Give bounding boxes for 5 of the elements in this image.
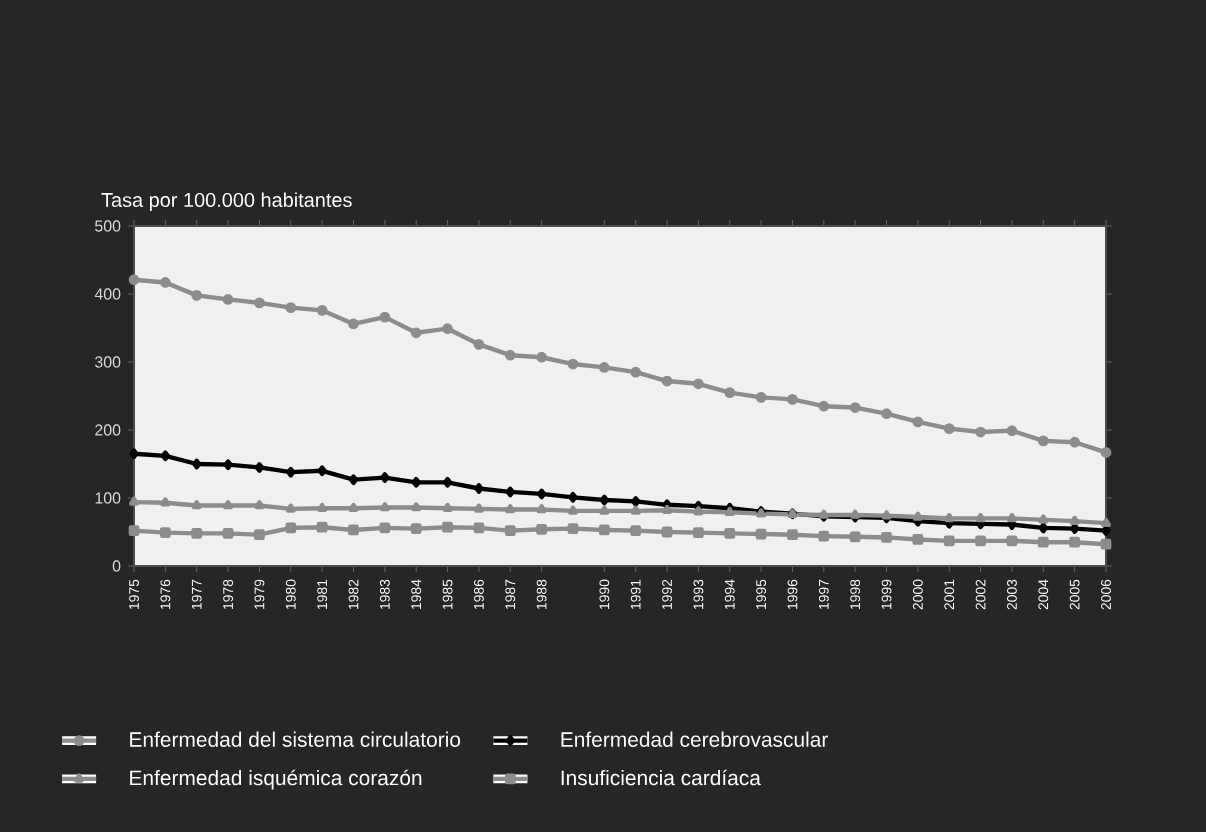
legend-label: Enfermedad isquémica corazón <box>130 769 422 790</box>
y-axis-title: Tasa por 100.000 habitantes <box>101 192 352 211</box>
legend-label: Enfermedad del sistema circulatorio <box>130 731 461 747</box>
legend-label: Insuficiencia cardíaca <box>561 769 761 786</box>
legend-label: Enfermedad cerebrovascular <box>561 731 829 747</box>
